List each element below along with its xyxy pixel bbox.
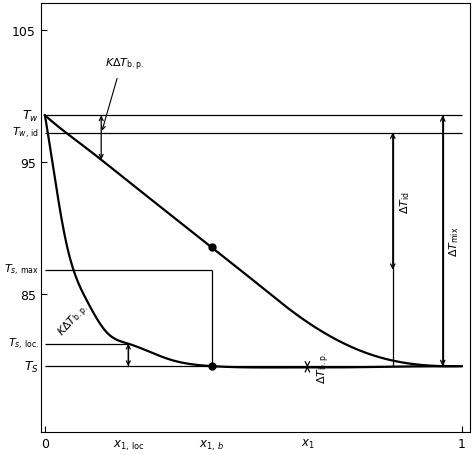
Text: $T_S$: $T_S$ xyxy=(24,359,39,374)
Text: $\Delta T_{\rm id}$: $\Delta T_{\rm id}$ xyxy=(398,190,411,213)
Text: $K\Delta T_{\rm b.p.}$: $K\Delta T_{\rm b.p.}$ xyxy=(55,300,93,340)
Text: $\Delta T_{\rm b.p.}$: $\Delta T_{\rm b.p.}$ xyxy=(316,351,332,383)
Text: $T_{w,\,\rm id}$: $T_{w,\,\rm id}$ xyxy=(12,126,39,141)
Text: $\Delta T_{\rm mix}$: $\Delta T_{\rm mix}$ xyxy=(447,226,461,257)
Text: $x_1$: $x_1$ xyxy=(301,437,314,450)
Text: $K\Delta T_{\rm b.p.}$: $K\Delta T_{\rm b.p.}$ xyxy=(104,56,144,73)
Text: $x_{1,\,b}$: $x_{1,\,b}$ xyxy=(199,437,224,452)
Text: $T_{s,\,\rm loc.}$: $T_{s,\,\rm loc.}$ xyxy=(8,336,39,351)
Text: $T_{s,\,\rm max}$: $T_{s,\,\rm max}$ xyxy=(4,263,39,278)
Text: $T_w$: $T_w$ xyxy=(22,109,39,124)
Text: $x_{1,\,\rm loc}$: $x_{1,\,\rm loc}$ xyxy=(112,437,144,452)
